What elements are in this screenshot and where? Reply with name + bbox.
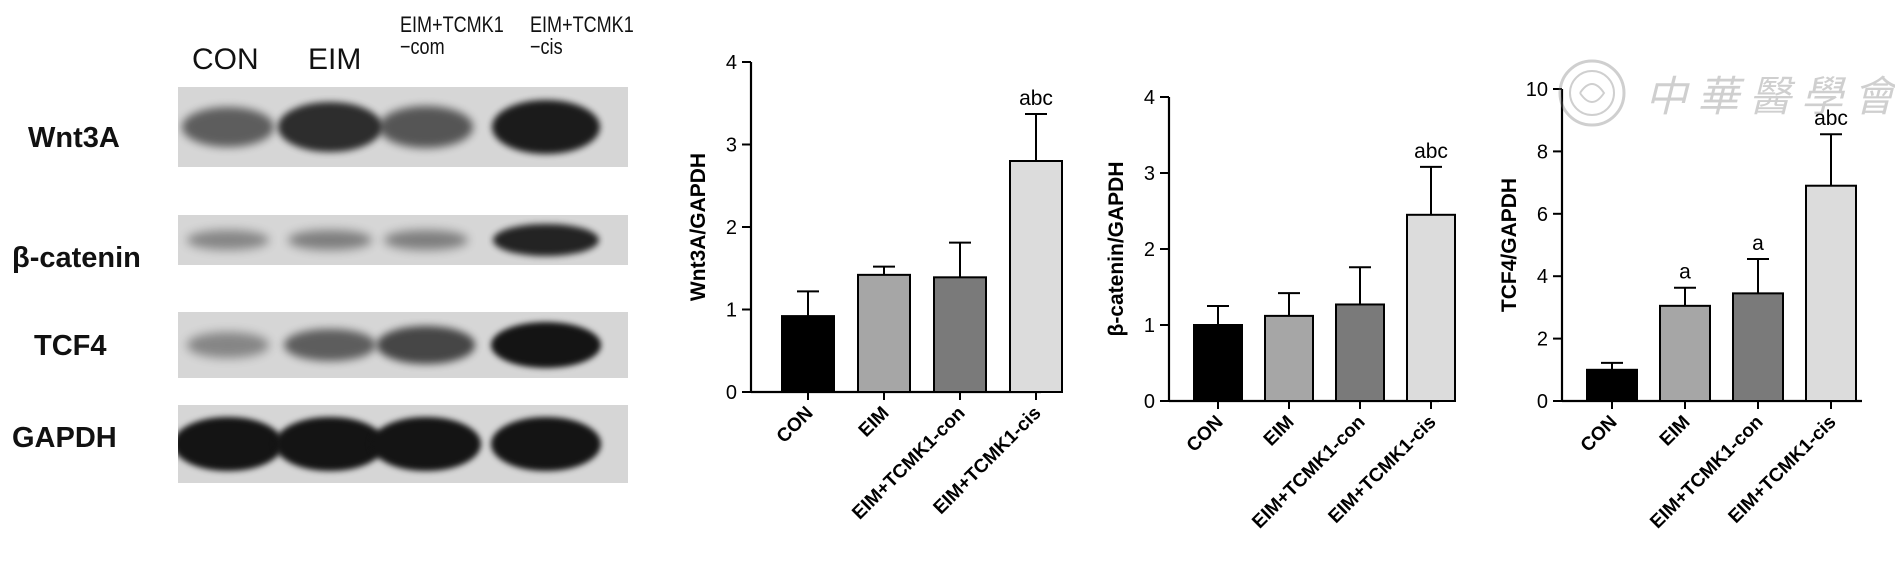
blot-band: [379, 106, 473, 148]
blot-band: [384, 229, 468, 251]
bar: [1732, 292, 1784, 402]
x-tick-label: CON: [773, 403, 818, 448]
bar: [857, 273, 911, 394]
y-tick-label: 4: [726, 52, 737, 74]
row-label-wnt3a: Wnt3A: [28, 122, 120, 154]
bar: [933, 276, 987, 394]
y-tick-label: 1: [1144, 315, 1155, 337]
y-tick-label: 1: [726, 300, 737, 322]
y-axis-label: β-catenin/GAPDH: [1105, 161, 1128, 336]
y-tick-label: 0: [1144, 391, 1155, 413]
blot-band: [278, 101, 382, 153]
blot-band: [492, 99, 600, 155]
y-tick-label: 8: [1537, 141, 1548, 163]
significance-label: a: [1752, 232, 1764, 255]
lane-label-con: CON: [192, 43, 259, 76]
x-tick-label: CON: [1183, 412, 1228, 457]
bar: [1406, 213, 1456, 402]
y-tick-label: 2: [1144, 239, 1155, 261]
bar: [781, 315, 835, 394]
y-tick-label: 4: [1144, 87, 1155, 109]
significance-label: a: [1679, 261, 1691, 284]
x-tick-label: EIM: [1260, 412, 1299, 451]
y-axis-label: TCF4/GAPDH: [1498, 178, 1521, 312]
y-tick-label: 10: [1526, 79, 1548, 101]
row-label-tcf4: TCF4: [34, 330, 107, 362]
y-tick-label: 0: [726, 382, 737, 404]
significance-label: abc: [1414, 140, 1448, 163]
significance-label: abc: [1814, 107, 1848, 130]
blot-band: [493, 223, 599, 257]
y-tick-label: 4: [1537, 266, 1548, 288]
bar: [1335, 303, 1385, 403]
bar: [1009, 160, 1063, 393]
x-tick-label: EIM: [1656, 412, 1695, 451]
y-tick-label: 0: [1537, 391, 1548, 413]
seal-icon: [1558, 59, 1626, 127]
significance-label: abc: [1019, 87, 1053, 110]
blot-band: [377, 326, 475, 364]
y-tick-label: 3: [726, 135, 737, 157]
x-tick-label: CON: [1577, 412, 1622, 457]
bar: [1805, 184, 1857, 402]
blot-band: [288, 229, 372, 251]
blot-band: [275, 416, 385, 472]
blot-band: [371, 416, 481, 472]
blot-band: [491, 416, 601, 472]
blot-band: [187, 332, 269, 358]
lane-label-eim-tcmk1-cis: EIM+TCMK1 −cis: [530, 12, 634, 59]
blot-band: [491, 321, 601, 369]
y-axis-label: Wnt3A/GAPDH: [687, 153, 710, 301]
society-watermark: 中華醫學會: [1550, 55, 1895, 130]
western-blot-panel: CON EIM EIM+TCMK1 −com EIM+TCMK1 −cis Wn…: [0, 0, 640, 578]
blot-strip-wnt3a: [178, 87, 628, 167]
blot-strip-tcf4: [178, 312, 628, 378]
row-label-beta-catenin: β-catenin: [12, 242, 141, 274]
blot-band: [187, 230, 269, 250]
blot-strip-beta-catenin: [178, 215, 628, 265]
y-tick-label: 3: [1144, 163, 1155, 185]
x-tick-label: EIM: [855, 403, 894, 442]
blot-band: [284, 328, 376, 362]
y-tick-label: 2: [1537, 329, 1548, 351]
blot-band: [182, 107, 274, 147]
bar: [1193, 324, 1243, 402]
y-tick-label: 2: [726, 217, 737, 239]
lane-label-eim: EIM: [308, 43, 362, 76]
lane-label-eim-tcmk1-com: EIM+TCMK1 −com: [400, 12, 504, 59]
bar: [1264, 314, 1314, 403]
watermark-text: 中華醫學會: [1645, 72, 1895, 121]
bar: [1586, 368, 1638, 402]
y-tick-label: 6: [1537, 204, 1548, 226]
chart-tcf4: 0246810TCF4/GAPDHCONaEIMaEIM+TCMK1-conab…: [1498, 79, 1862, 533]
row-label-gapdh: GAPDH: [12, 422, 117, 454]
blot-band: [178, 416, 283, 472]
bar: [1659, 304, 1711, 402]
blot-strip-gapdh: [178, 405, 628, 483]
